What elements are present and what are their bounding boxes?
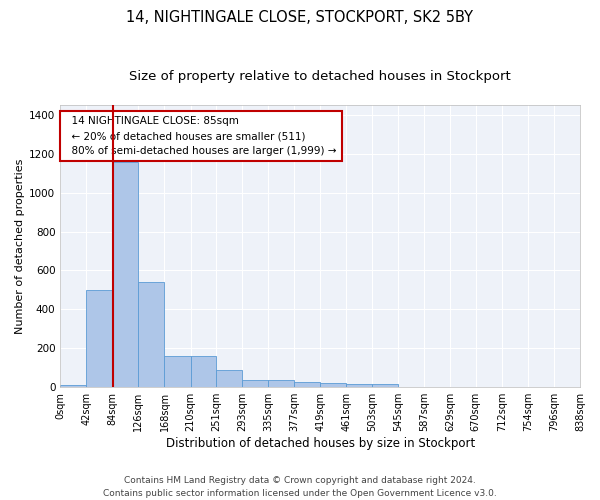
Bar <box>216 370 242 387</box>
Bar <box>294 382 320 387</box>
Title: Size of property relative to detached houses in Stockport: Size of property relative to detached ho… <box>129 70 511 83</box>
Text: 14, NIGHTINGALE CLOSE, STOCKPORT, SK2 5BY: 14, NIGHTINGALE CLOSE, STOCKPORT, SK2 5B… <box>127 10 473 25</box>
X-axis label: Distribution of detached houses by size in Stockport: Distribution of detached houses by size … <box>166 437 475 450</box>
Bar <box>268 380 294 387</box>
Bar <box>139 282 164 387</box>
Bar <box>320 384 346 387</box>
Bar <box>372 384 398 387</box>
Bar <box>164 356 191 387</box>
Text: 14 NIGHTINGALE CLOSE: 85sqm
  ← 20% of detached houses are smaller (511)
  80% o: 14 NIGHTINGALE CLOSE: 85sqm ← 20% of det… <box>65 116 337 156</box>
Bar <box>242 380 268 387</box>
Bar <box>86 290 112 387</box>
Y-axis label: Number of detached properties: Number of detached properties <box>15 158 25 334</box>
Bar <box>191 356 216 387</box>
Bar <box>112 162 139 387</box>
Bar <box>60 386 86 387</box>
Bar <box>346 384 372 387</box>
Text: Contains HM Land Registry data © Crown copyright and database right 2024.
Contai: Contains HM Land Registry data © Crown c… <box>103 476 497 498</box>
